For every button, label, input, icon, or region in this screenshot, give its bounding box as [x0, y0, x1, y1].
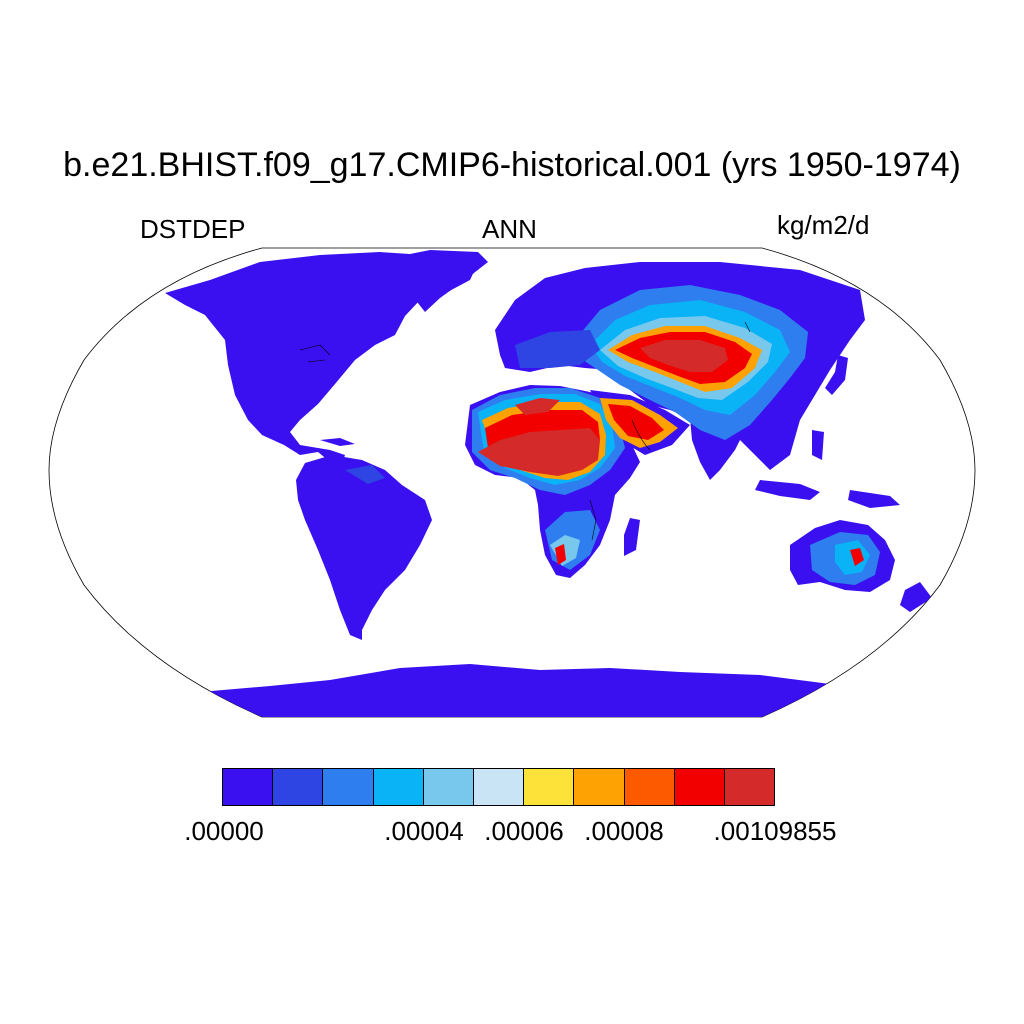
colorbar-box	[273, 769, 324, 805]
colorbar-box	[674, 769, 725, 805]
dust-south-america-low	[345, 465, 385, 484]
coast-lines	[299, 321, 751, 541]
dust-south-africa-mid	[550, 535, 580, 566]
colorbar-label: .00109855	[713, 816, 837, 846]
land-antarctica	[120, 664, 960, 717]
colorbar-label: .00008	[584, 816, 664, 846]
colorbar-label: .00004	[384, 816, 464, 846]
colorbar-box	[323, 769, 374, 805]
colorbar-label: .00006	[484, 816, 564, 846]
colorbar-box	[624, 769, 675, 805]
dust-africa-core	[478, 428, 600, 476]
dust-south-africa-core	[555, 544, 566, 565]
colorbar-box	[223, 769, 274, 805]
dust-africa-core-north	[515, 398, 560, 415]
dust-asia-core	[640, 340, 728, 372]
land-south-america	[296, 455, 432, 640]
colorbar-box	[574, 769, 625, 805]
land-north-america	[165, 252, 478, 470]
variable-label: DSTDEP	[140, 214, 246, 244]
colorbar-box	[423, 769, 474, 805]
land-greenland	[390, 250, 488, 312]
colorbar	[222, 768, 775, 806]
units-label: kg/m2/d	[777, 210, 870, 240]
land-caribbean	[320, 438, 355, 446]
land-japan	[825, 355, 848, 395]
colorbar-box	[473, 769, 525, 805]
dust-europe-low	[515, 330, 600, 368]
plot-title: b.e21.BHIST.f09_g17.CMIP6-historical.001…	[63, 146, 961, 184]
colorbar-box	[724, 769, 775, 805]
season-label: ANN	[482, 214, 537, 244]
land-se-asia-islands	[755, 430, 900, 508]
land-new-zealand	[900, 582, 932, 612]
dust-arabia-red	[608, 404, 664, 440]
colorbar-box	[524, 769, 575, 805]
land-madagascar	[624, 518, 640, 556]
dust-australia-core	[850, 548, 864, 566]
colorbar-label: .00000	[184, 816, 264, 846]
colorbar-box	[373, 769, 424, 805]
